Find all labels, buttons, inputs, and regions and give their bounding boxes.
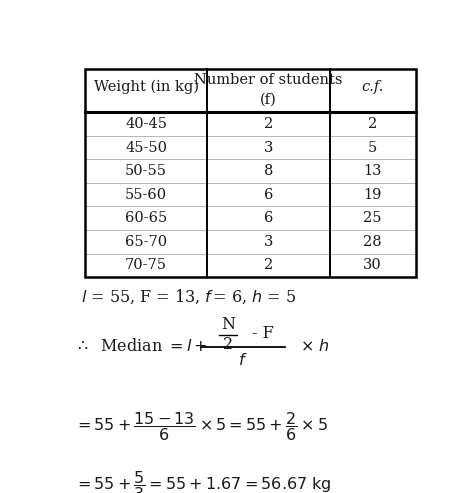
Text: 40-45: 40-45	[125, 117, 167, 131]
Text: $\times\ h$: $\times\ h$	[300, 338, 329, 355]
Text: 50-55: 50-55	[125, 164, 167, 178]
Text: 65-70: 65-70	[125, 235, 167, 249]
Text: 28: 28	[363, 235, 382, 249]
Text: (f): (f)	[260, 93, 277, 107]
Text: 2: 2	[264, 117, 273, 131]
Text: 19: 19	[364, 188, 382, 202]
Text: 55-60: 55-60	[125, 188, 167, 202]
Text: 3: 3	[264, 235, 273, 249]
Text: 30: 30	[363, 258, 382, 272]
Text: 60-65: 60-65	[125, 211, 167, 225]
Text: 2: 2	[264, 258, 273, 272]
Text: 2: 2	[368, 117, 377, 131]
Text: 3: 3	[264, 141, 273, 155]
Text: 8: 8	[264, 164, 273, 178]
Text: $= 55 + \dfrac{15-13}{6} \times 5 = 55 + \dfrac{2}{6} \times 5$: $= 55 + \dfrac{15-13}{6} \times 5 = 55 +…	[74, 410, 328, 443]
Text: $\therefore$  Median $= l +$: $\therefore$ Median $= l +$	[74, 338, 208, 355]
Bar	[85, 69, 416, 277]
Text: $l$ = 55, F = 13, $f\!$ = 6, $h$ = 5: $l$ = 55, F = 13, $f\!$ = 6, $h$ = 5	[82, 288, 297, 306]
Text: 6: 6	[264, 211, 273, 225]
Text: 6: 6	[264, 188, 273, 202]
Text: $f$: $f$	[238, 352, 248, 369]
Text: 2: 2	[223, 336, 233, 353]
Text: c.f.: c.f.	[361, 80, 384, 94]
Text: 25: 25	[364, 211, 382, 225]
Text: Number of students: Number of students	[194, 73, 343, 87]
Text: 5: 5	[368, 141, 377, 155]
Text: 45-50: 45-50	[125, 141, 167, 155]
Text: Weight (in kg): Weight (in kg)	[94, 79, 199, 94]
Text: $= 55 + \dfrac{5}{3} = 55 + 1.67 = 56.67\ \mathrm{kg}$: $= 55 + \dfrac{5}{3} = 55 + 1.67 = 56.67…	[74, 468, 332, 493]
Text: 70-75: 70-75	[125, 258, 167, 272]
Text: 13: 13	[364, 164, 382, 178]
Text: N: N	[221, 317, 235, 333]
Text: - F: - F	[252, 325, 274, 342]
